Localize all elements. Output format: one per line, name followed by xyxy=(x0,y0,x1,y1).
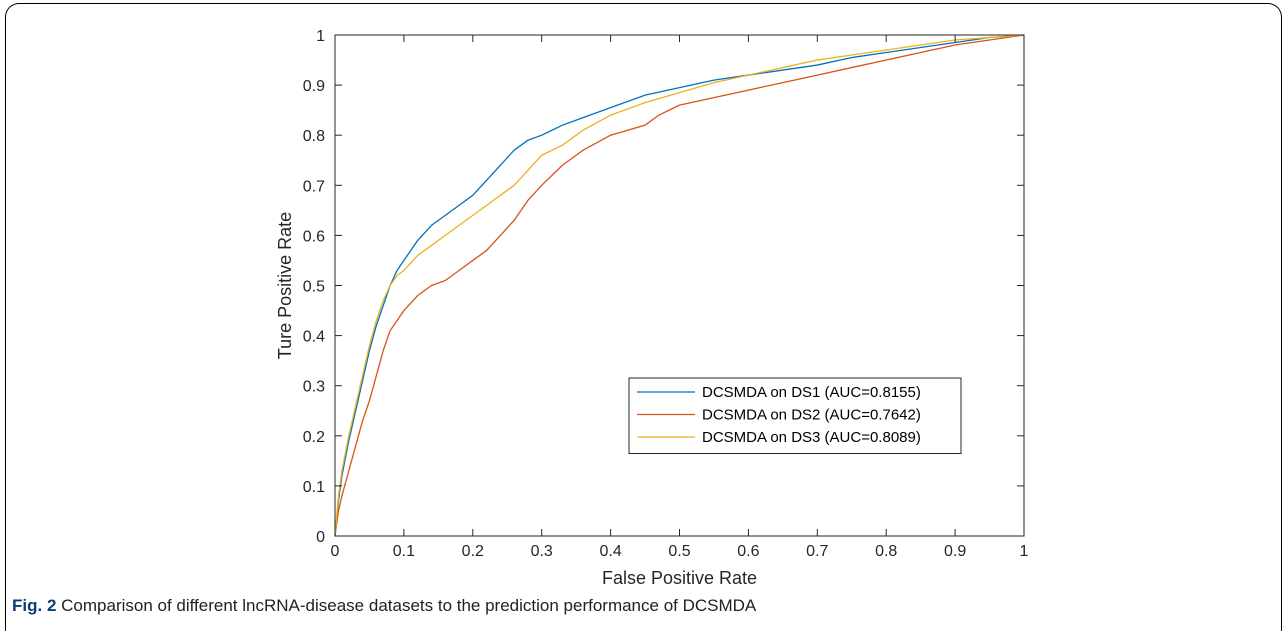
x-tick-label: 0.1 xyxy=(393,543,415,560)
y-tick-label: 0.7 xyxy=(303,178,325,195)
legend-label-2: DCSMDA on DS2 (AUC=0.7642) xyxy=(702,407,921,424)
y-tick-label: 0.9 xyxy=(303,78,325,95)
caption-text: Comparison of different lncRNA-disease d… xyxy=(61,596,757,615)
y-tick-label: 1 xyxy=(316,28,325,45)
legend-label-3: DCSMDA on DS3 (AUC=0.8089) xyxy=(702,429,921,446)
legend-label-1: DCSMDA on DS1 (AUC=0.8155) xyxy=(702,384,921,401)
axes: 0 0.1 0.2 0.3 0.4 0.5 0.6 0.7 0.8 0.9 1 0 0.1 0.2 0.3 0… xyxy=(303,28,1029,560)
x-tick-label: 0.5 xyxy=(668,543,690,560)
x-tick-label: 1 xyxy=(1020,543,1029,560)
x-tick-label: 0 xyxy=(331,543,340,560)
y-tick-label: 0.8 xyxy=(303,128,325,145)
x-tick-label: 0.9 xyxy=(944,543,966,560)
figure-frame xyxy=(5,3,1282,631)
y-tick-label: 0 xyxy=(316,529,325,546)
plot-area xyxy=(335,35,1024,536)
roc-curves xyxy=(334,34,1025,537)
y-tick-label: 0.5 xyxy=(303,279,325,296)
figure-caption: Fig. 2 Comparison of different lncRNA-di… xyxy=(12,596,756,616)
y-tick-label: 0.3 xyxy=(303,379,325,396)
y-tick-label: 0.1 xyxy=(303,479,325,496)
x-axis-title: False Positive Rate xyxy=(602,568,757,588)
figure-label: Fig. 2 xyxy=(12,596,57,615)
x-tick-label: 0.7 xyxy=(806,543,828,560)
y-tick-label: 0.4 xyxy=(303,329,325,346)
x-tick-label: 0.3 xyxy=(531,543,553,560)
x-tick-label: 0.4 xyxy=(599,543,621,560)
legend: DCSMDA on DS1 (AUC=0.8155) DCSMDA on DS2 … xyxy=(628,377,962,454)
y-axis-title: Ture Positive Rate xyxy=(275,212,295,359)
legend-box xyxy=(628,377,962,454)
y-tick-label: 0.2 xyxy=(303,429,325,446)
y-tick-label: 0.6 xyxy=(303,228,325,245)
series-line-3 xyxy=(334,34,1025,537)
plot-background xyxy=(335,35,1024,536)
x-tick-label: 0.8 xyxy=(875,543,897,560)
x-tick-label: 0.6 xyxy=(737,543,759,560)
series-line-2 xyxy=(334,34,1025,537)
x-tick-label: 0.2 xyxy=(462,543,484,560)
series-line-1 xyxy=(334,34,1025,537)
